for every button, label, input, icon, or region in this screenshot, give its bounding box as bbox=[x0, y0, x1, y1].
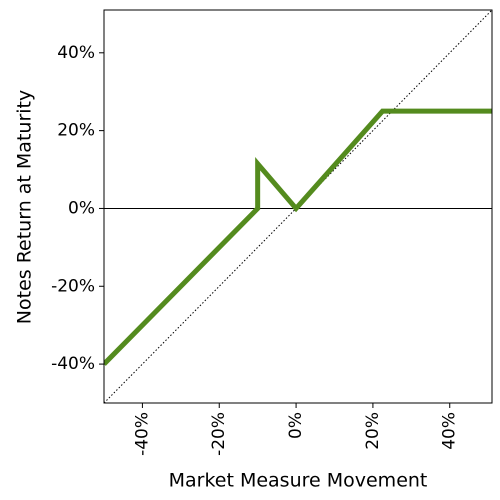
x-tick-label: 0% bbox=[286, 412, 306, 439]
y-tick-label: 40% bbox=[57, 43, 95, 63]
series-line bbox=[104, 108, 492, 366]
reference-line bbox=[104, 10, 492, 403]
y-tick-label: -40% bbox=[51, 354, 95, 374]
y-tick-label: 0% bbox=[68, 198, 95, 218]
y-tick-label: 20% bbox=[57, 121, 95, 141]
plot-frame bbox=[103, 9, 493, 404]
x-axis-title: Market Measure Movement bbox=[169, 470, 428, 492]
x-tick-label: -20% bbox=[209, 412, 229, 456]
x-tick-label: 20% bbox=[363, 412, 383, 450]
x-tick-label: 40% bbox=[440, 412, 460, 450]
y-axis-title: Notes Return at Maturity bbox=[14, 90, 36, 324]
y-tick-label: -20% bbox=[51, 276, 95, 296]
x-tick-label: -40% bbox=[132, 412, 152, 456]
